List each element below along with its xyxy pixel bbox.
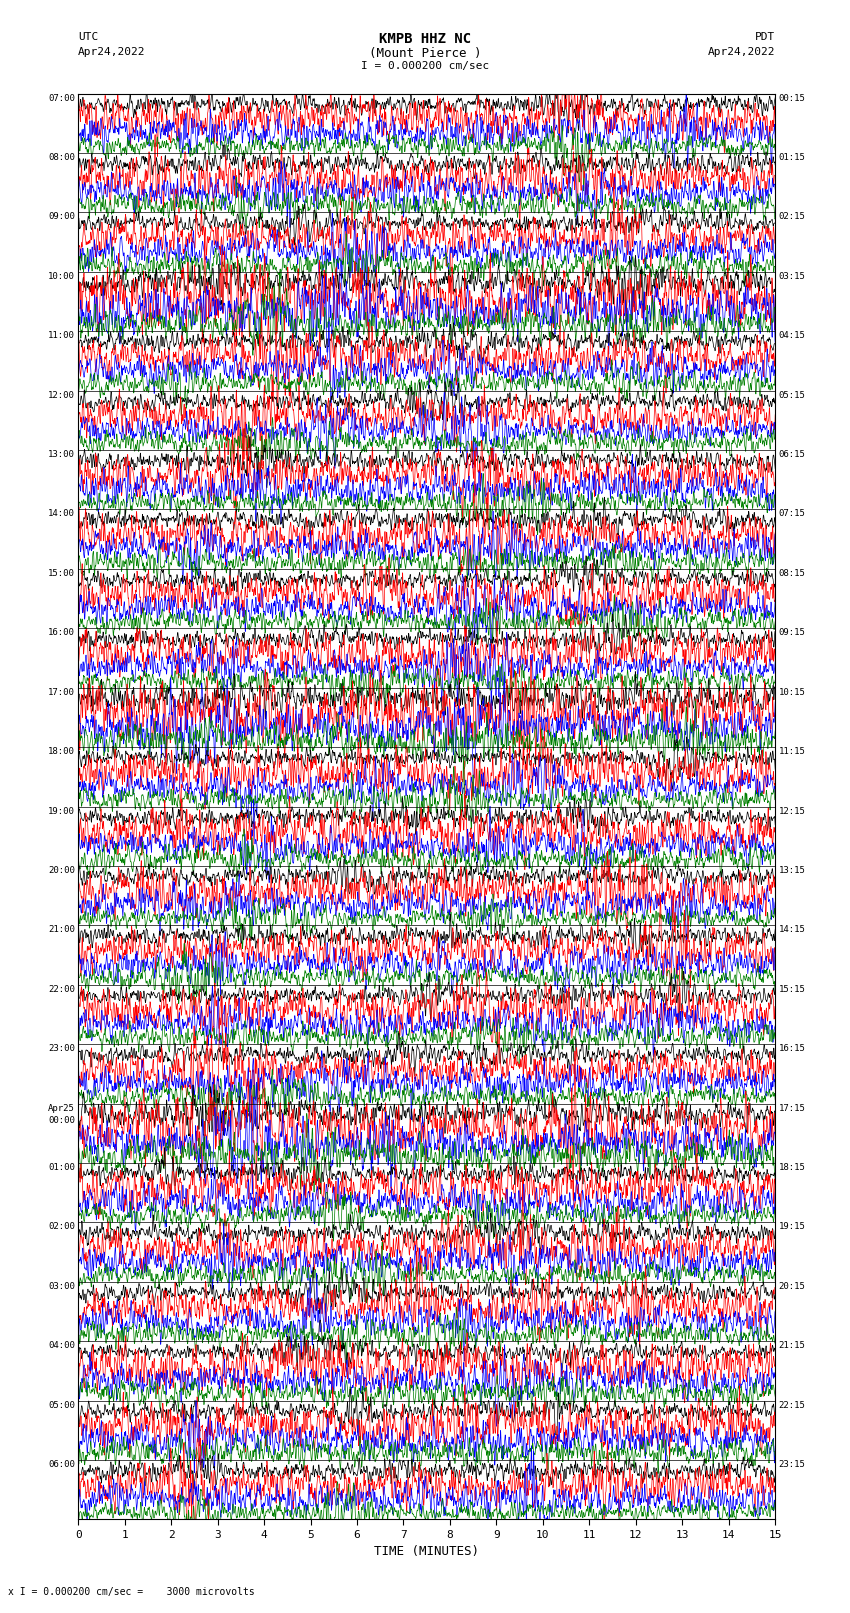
Text: x I = 0.000200 cm/sec =    3000 microvolts: x I = 0.000200 cm/sec = 3000 microvolts [8,1587,255,1597]
X-axis label: TIME (MINUTES): TIME (MINUTES) [374,1545,479,1558]
Text: 07:15: 07:15 [779,510,806,518]
Text: 12:00: 12:00 [48,390,75,400]
Text: 01:15: 01:15 [779,153,806,161]
Text: 19:15: 19:15 [779,1223,806,1231]
Text: 13:00: 13:00 [48,450,75,460]
Text: 05:15: 05:15 [779,390,806,400]
Text: 07:00: 07:00 [48,94,75,103]
Text: 08:15: 08:15 [779,569,806,577]
Text: 09:00: 09:00 [48,213,75,221]
Text: 02:15: 02:15 [779,213,806,221]
Text: 10:00: 10:00 [48,273,75,281]
Text: 14:15: 14:15 [779,926,806,934]
Text: 02:00: 02:00 [48,1223,75,1231]
Text: 08:00: 08:00 [48,153,75,161]
Text: (Mount Pierce ): (Mount Pierce ) [369,47,481,60]
Text: 18:15: 18:15 [779,1163,806,1173]
Text: Apr24,2022: Apr24,2022 [708,47,775,56]
Text: 21:15: 21:15 [779,1342,806,1350]
Text: 17:15: 17:15 [779,1103,806,1113]
Text: 10:15: 10:15 [779,687,806,697]
Text: 09:15: 09:15 [779,627,806,637]
Text: 23:15: 23:15 [779,1460,806,1469]
Text: 03:15: 03:15 [779,273,806,281]
Text: 20:00: 20:00 [48,866,75,874]
Text: 06:15: 06:15 [779,450,806,460]
Text: 11:15: 11:15 [779,747,806,756]
Text: Apr24,2022: Apr24,2022 [78,47,145,56]
Text: 04:15: 04:15 [779,331,806,340]
Text: 04:00: 04:00 [48,1342,75,1350]
Text: KMPB HHZ NC: KMPB HHZ NC [379,32,471,47]
Text: 01:00: 01:00 [48,1163,75,1173]
Text: 23:00: 23:00 [48,1044,75,1053]
Text: I = 0.000200 cm/sec: I = 0.000200 cm/sec [361,61,489,71]
Text: 12:15: 12:15 [779,806,806,816]
Text: 18:00: 18:00 [48,747,75,756]
Text: 17:00: 17:00 [48,687,75,697]
Text: 06:00: 06:00 [48,1460,75,1469]
Text: 19:00: 19:00 [48,806,75,816]
Text: 13:15: 13:15 [779,866,806,874]
Text: 00:00: 00:00 [48,1116,75,1126]
Text: 16:00: 16:00 [48,627,75,637]
Text: PDT: PDT [755,32,775,42]
Text: 00:15: 00:15 [779,94,806,103]
Text: Apr25: Apr25 [48,1103,75,1113]
Text: 20:15: 20:15 [779,1282,806,1290]
Text: 22:15: 22:15 [779,1400,806,1410]
Text: 15:15: 15:15 [779,984,806,994]
Text: 21:00: 21:00 [48,926,75,934]
Text: 22:00: 22:00 [48,984,75,994]
Text: 14:00: 14:00 [48,510,75,518]
Text: 05:00: 05:00 [48,1400,75,1410]
Text: UTC: UTC [78,32,99,42]
Text: 15:00: 15:00 [48,569,75,577]
Text: 16:15: 16:15 [779,1044,806,1053]
Text: 11:00: 11:00 [48,331,75,340]
Text: 03:00: 03:00 [48,1282,75,1290]
